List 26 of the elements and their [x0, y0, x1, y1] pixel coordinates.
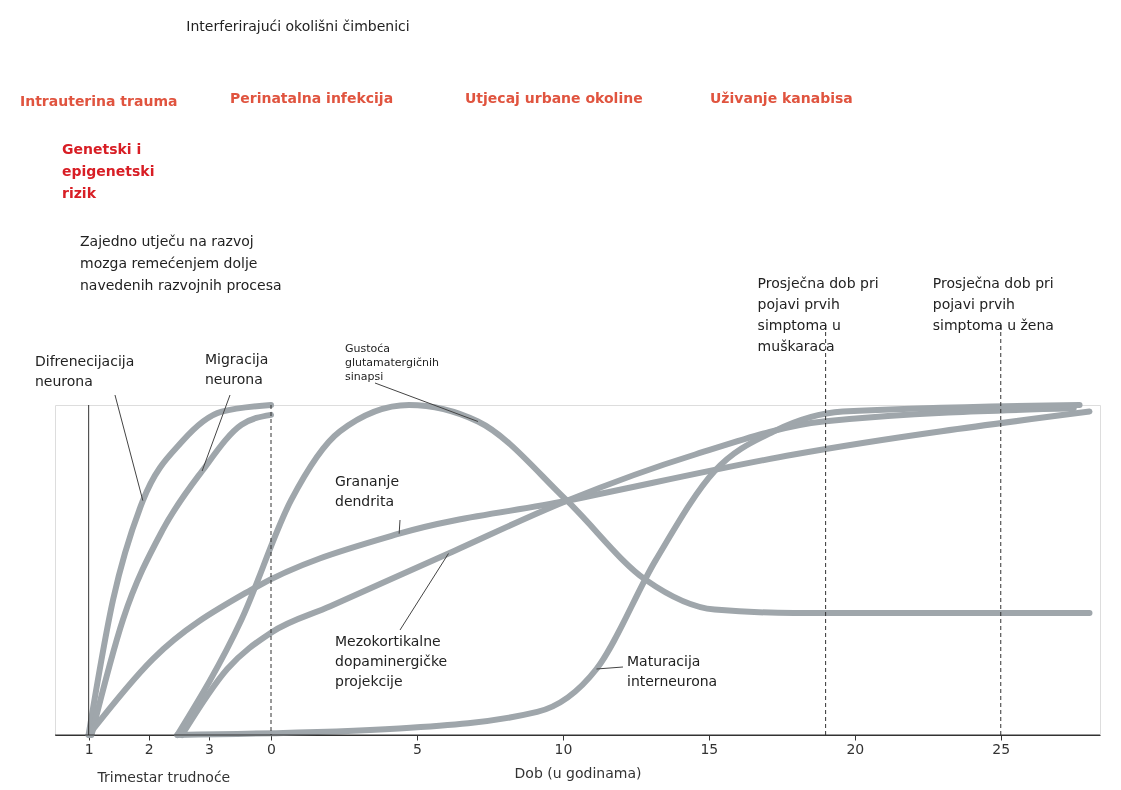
text: Difrenecijacija neurona [35, 353, 135, 389]
x2-tick-label: 2 [144, 740, 154, 757]
text: Utjecaj urbane okoline [465, 90, 643, 106]
text: Genetski i epigenetski rizik [62, 141, 155, 201]
x-tick-label: 10 [554, 740, 573, 757]
x-axis-title: Dob (u godinama) [514, 764, 642, 781]
text: Uživanje kanabisa [710, 90, 853, 106]
series-label: Grananje dendrita [335, 473, 400, 509]
text: Perinatalna infekcija [230, 90, 394, 106]
x-tick-label: 25 [992, 740, 1011, 757]
text: Gustoća glutamatergičnih sinapsi [345, 342, 440, 383]
series-label: Mezokortikalne dopaminergičke projekcije [335, 633, 448, 689]
text: Interferirajući okolišni čimbenici [186, 18, 410, 34]
ref-line-label: Prosječna dob pri pojavi prvih simptoma u žena [932, 275, 1054, 333]
text: Migracija neurona [205, 351, 269, 387]
series-label: Maturacija interneurona [627, 653, 718, 689]
text: Zajedno utječu na razvoj mozga remećenjem dolje navedenih razvojnih procesa [80, 233, 282, 293]
x-tick-label: 15 [700, 740, 719, 757]
x2-tick-label: 3 [204, 740, 214, 757]
x-tick-label: 20 [846, 740, 865, 757]
x2-axis-title: Trimestar trudnoće [96, 768, 231, 785]
text: Intrauterina trauma [20, 93, 178, 109]
x-tick-label: 5 [412, 740, 422, 757]
x-tick-label: 0 [267, 740, 276, 757]
ref-line-label: Prosječna dob pri pojavi prvih simptoma u muškaraca [757, 275, 879, 354]
x2-tick-label: 1 [84, 740, 94, 757]
